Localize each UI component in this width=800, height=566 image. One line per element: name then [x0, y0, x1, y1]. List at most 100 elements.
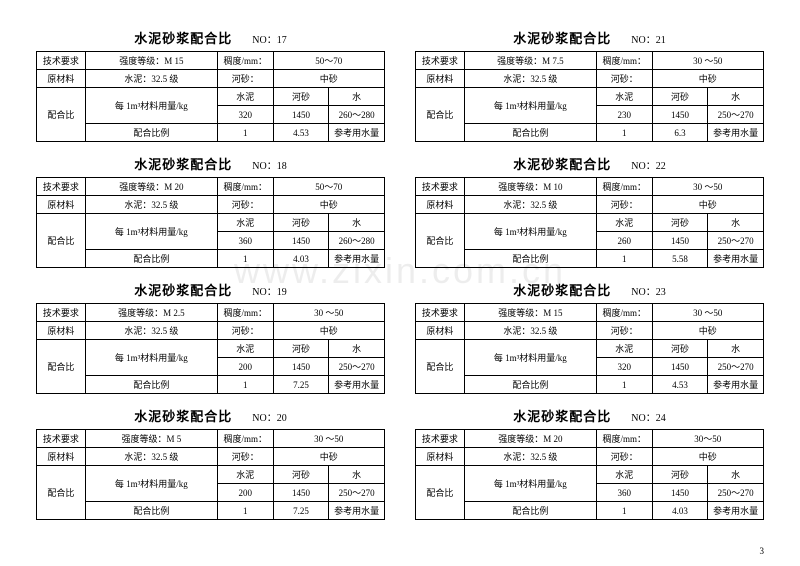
no-value: 17 — [277, 35, 287, 46]
grade-prefix: 强度等级： — [498, 308, 543, 318]
col-sand: 河砂 — [273, 340, 329, 358]
per-m3-label: 每 1m³材料用量/kg — [85, 88, 217, 124]
grade-prefix: 强度等级： — [498, 182, 543, 192]
raw-mat-label: 原材料 — [416, 196, 465, 214]
title-no: NO：23 — [631, 287, 665, 298]
cement-spec: 水泥：32.5 级 — [464, 70, 596, 88]
mix-table: 技术要求强度等级：M 15稠度/mm：30 ～50原材料水泥：32.5 级河砂：… — [415, 303, 764, 394]
tech-req-label: 技术要求 — [416, 430, 465, 448]
cement-prefix: 水泥： — [503, 326, 530, 336]
no-value: 19 — [277, 287, 287, 298]
sand-amount: 1450 — [273, 358, 329, 376]
col-sand: 河砂 — [652, 88, 708, 106]
grade-value: M 15 — [164, 56, 183, 66]
cement-spec: 水泥：32.5 级 — [85, 196, 217, 214]
no-value: 22 — [656, 161, 666, 172]
ratio-water: 参考用水量 — [329, 502, 385, 520]
ratio-water: 参考用水量 — [708, 376, 764, 394]
col-sand: 河砂 — [652, 466, 708, 484]
grade-value: M 15 — [543, 308, 562, 318]
mix-proportion-label: 配合比例 — [85, 250, 217, 268]
per-m3-label: 每 1m³材料用量/kg — [464, 340, 596, 376]
per-m3-label: 每 1m³材料用量/kg — [85, 214, 217, 250]
mix-ratio-label: 配合比 — [416, 88, 465, 142]
cement-grade: 32.5 级 — [151, 452, 178, 462]
ratio-cement: 1 — [217, 250, 273, 268]
title-main: 水泥砂浆配合比 — [513, 283, 611, 298]
water-amount: 260～280 — [329, 106, 385, 124]
col-cement: 水泥 — [217, 340, 273, 358]
raw-mat-label: 原材料 — [416, 322, 465, 340]
col-water: 水 — [708, 88, 764, 106]
no-prefix: NO： — [631, 35, 655, 46]
consistency-label: 稠度/mm： — [217, 52, 273, 70]
col-water: 水 — [708, 214, 764, 232]
ratio-sand: 7.25 — [273, 376, 329, 394]
cement-amount: 200 — [217, 358, 273, 376]
tech-req-label: 技术要求 — [37, 430, 86, 448]
mix-ratio-block: 水泥砂浆配合比NO：17技术要求强度等级：M 15稠度/mm：50～70原材料水… — [36, 28, 385, 142]
cement-prefix: 水泥： — [124, 74, 151, 84]
sand-amount: 1450 — [273, 106, 329, 124]
block-title: 水泥砂浆配合比NO：19 — [36, 280, 385, 299]
ratio-cement: 1 — [596, 376, 652, 394]
no-prefix: NO： — [252, 413, 276, 424]
strength-grade: 强度等级：M 7.5 — [464, 52, 596, 70]
sand-amount: 1450 — [652, 106, 708, 124]
col-water: 水 — [708, 466, 764, 484]
col-sand: 河砂 — [652, 340, 708, 358]
consistency-label: 稠度/mm： — [596, 178, 652, 196]
cement-prefix: 水泥： — [124, 200, 151, 210]
sand-label: 河砂： — [596, 196, 652, 214]
mix-proportion-label: 配合比例 — [85, 124, 217, 142]
mix-table: 技术要求强度等级：M 20稠度/mm：30～50原材料水泥：32.5 级河砂：中… — [415, 429, 764, 520]
per-m3-label: 每 1m³材料用量/kg — [464, 466, 596, 502]
per-m3-label: 每 1m³材料用量/kg — [85, 340, 217, 376]
sand-label: 河砂： — [217, 448, 273, 466]
mix-ratio-label: 配合比 — [37, 214, 86, 268]
grade-value: M 20 — [164, 182, 183, 192]
grade-value: M 7.5 — [542, 56, 564, 66]
block-title: 水泥砂浆配合比NO：21 — [415, 28, 764, 47]
no-prefix: NO： — [631, 413, 655, 424]
water-amount: 250～270 — [708, 106, 764, 124]
mix-ratio-block: 水泥砂浆配合比NO：24技术要求强度等级：M 20稠度/mm：30～50原材料水… — [415, 406, 764, 520]
cement-amount: 200 — [217, 484, 273, 502]
ratio-cement: 1 — [217, 124, 273, 142]
mix-proportion-label: 配合比例 — [464, 124, 596, 142]
mix-ratio-label: 配合比 — [37, 88, 86, 142]
col-sand: 河砂 — [273, 214, 329, 232]
tech-req-label: 技术要求 — [416, 178, 465, 196]
cement-grade: 32.5 级 — [151, 200, 178, 210]
sand-label: 河砂： — [596, 448, 652, 466]
consistency-label: 稠度/mm： — [596, 430, 652, 448]
mix-table: 技术要求强度等级：M 20稠度/mm：50～70原材料水泥：32.5 级河砂：中… — [36, 177, 385, 268]
col-sand: 河砂 — [273, 88, 329, 106]
cement-prefix: 水泥： — [124, 452, 151, 462]
raw-mat-label: 原材料 — [37, 322, 86, 340]
cement-prefix: 水泥： — [503, 200, 530, 210]
sand-label: 河砂： — [217, 196, 273, 214]
consistency-label: 稠度/mm： — [596, 304, 652, 322]
water-amount: 250～270 — [708, 358, 764, 376]
mix-ratio-block: 水泥砂浆配合比NO：20技术要求强度等级：M 5稠度/mm：30 ～50原材料水… — [36, 406, 385, 520]
sand-amount: 1450 — [652, 484, 708, 502]
grade-value: M 5 — [166, 434, 181, 444]
cement-grade: 32.5 级 — [151, 326, 178, 336]
col-water: 水 — [329, 214, 385, 232]
no-value: 20 — [277, 413, 287, 424]
grade-prefix: 强度等级： — [121, 434, 166, 444]
cement-prefix: 水泥： — [124, 326, 151, 336]
grade-value: M 20 — [543, 434, 562, 444]
title-main: 水泥砂浆配合比 — [513, 409, 611, 424]
cement-grade: 32.5 级 — [530, 452, 557, 462]
strength-grade: 强度等级：M 5 — [85, 430, 217, 448]
mix-ratio-block: 水泥砂浆配合比NO：21技术要求强度等级：M 7.5稠度/mm：30 ～50原材… — [415, 28, 764, 142]
block-title: 水泥砂浆配合比NO：22 — [415, 154, 764, 173]
grade-prefix: 强度等级： — [497, 56, 542, 66]
consistency-label: 稠度/mm： — [217, 304, 273, 322]
cement-grade: 32.5 级 — [530, 200, 557, 210]
ratio-cement: 1 — [217, 502, 273, 520]
sand-type: 中砂 — [273, 70, 384, 88]
no-prefix: NO： — [252, 35, 276, 46]
